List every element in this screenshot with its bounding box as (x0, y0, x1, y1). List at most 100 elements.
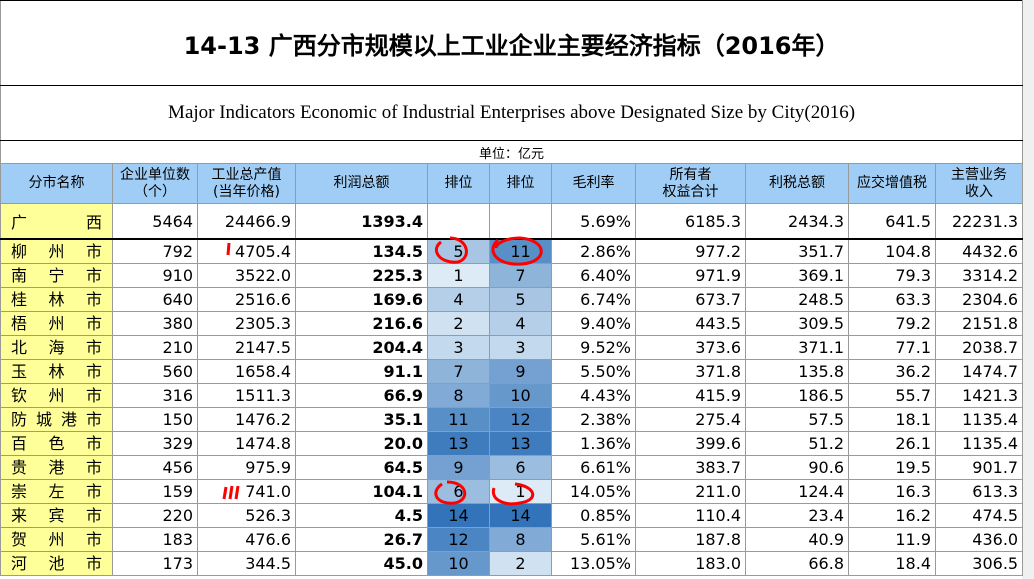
city-name: 梧州市 (0, 311, 113, 336)
value-cell: 1511.3 (197, 383, 296, 408)
value-cell: 16.3 (848, 479, 936, 504)
city-name: 河池市 (0, 551, 113, 576)
total-row: 广 西 5464 24466.9 1393.4 5.69% 6185.3 2434.3 641… (0, 203, 1024, 240)
rank-cell: 1 (489, 479, 552, 504)
total-cell: 1393.4 (295, 203, 428, 240)
header-text: 企业单位数 (120, 166, 190, 183)
value-cell: 344.5 (197, 551, 296, 576)
data-row: 崇左市 159 741.0 104.1 6 1 14.05% 211.0 124.4 16.3 61… (0, 479, 1024, 504)
header-cell: 利税总额 (745, 163, 849, 204)
header-text: 收入 (965, 183, 994, 200)
value-cell: 2151.8 (934, 311, 1024, 336)
rank-cell: 9 (489, 359, 552, 384)
data-row: 梧州市 380 2305.3 216.6 2 4 9.40% 443.5 309.5 79.2 21… (0, 311, 1024, 336)
value-cell: 20.0 (295, 431, 428, 456)
city-name: 贺州市 (0, 527, 113, 552)
value-cell: 77.1 (848, 335, 936, 360)
data-row: 玉林市 560 1658.4 91.1 7 9 5.50% 371.8 135.8 36.2 147… (0, 359, 1024, 384)
header-cell: 利润总额 (295, 163, 428, 204)
value-cell: 971.9 (635, 263, 746, 288)
value-cell: 210 (112, 335, 198, 360)
value-cell: 36.2 (848, 359, 936, 384)
value-cell: 673.7 (635, 287, 746, 312)
total-cell: 5464 (112, 203, 198, 240)
value-cell: 211.0 (635, 479, 746, 504)
value-cell: 159 (112, 479, 198, 504)
city-name: 防城港市 (0, 407, 113, 432)
rank-cell: 7 (489, 263, 552, 288)
value-cell: 18.4 (848, 551, 936, 576)
data-row: 贵港市 456 975.9 64.5 9 6 6.61% 383.7 90.6 19.5 901.7 (0, 455, 1024, 480)
city-name: 百色市 (0, 431, 113, 456)
rank-cell: 8 (489, 527, 552, 552)
city-name: 南宁市 (0, 263, 113, 288)
value-cell: 220 (112, 503, 198, 528)
total-cell: 5.69% (551, 203, 636, 240)
value-cell: 104.8 (848, 238, 936, 264)
header-cell: 排位 (489, 163, 552, 204)
value-cell: 2305.3 (197, 311, 296, 336)
data-row: 南宁市 910 3522.0 225.3 1 7 6.40% 971.9 369.1 79.3 33… (0, 263, 1024, 288)
value-cell: 373.6 (635, 335, 746, 360)
value-cell: 613.3 (934, 479, 1024, 504)
city-name: 崇左市 (0, 479, 113, 504)
value-cell: 66.8 (745, 551, 849, 576)
value-cell: 4.5 (295, 503, 428, 528)
data-row: 贺州市 183 476.6 26.7 12 8 5.61% 187.8 40.9 11.9 436.… (0, 527, 1024, 552)
value-cell: 66.9 (295, 383, 428, 408)
city-name: 贵港市 (0, 455, 113, 480)
header-cell: 分市名称 (0, 163, 113, 204)
value-cell: 792 (112, 238, 198, 264)
data-row: 桂林市 640 2516.6 169.6 4 5 6.74% 673.7 248.5 63.3 23… (0, 287, 1024, 312)
value-cell: 6.74% (551, 287, 636, 312)
total-cell: 2434.3 (745, 203, 849, 240)
rank-cell: 3 (427, 335, 490, 360)
city-name: 桂林市 (0, 287, 113, 312)
city-name: 北海市 (0, 335, 113, 360)
value-cell: 26.7 (295, 527, 428, 552)
value-cell: 975.9 (197, 455, 296, 480)
value-cell: 124.4 (745, 479, 849, 504)
value-cell: 351.7 (745, 238, 849, 264)
rank-cell: 4 (489, 311, 552, 336)
value-cell: 474.5 (934, 503, 1024, 528)
value-cell: 6.40% (551, 263, 636, 288)
value-cell: 910 (112, 263, 198, 288)
value-cell: 40.9 (745, 527, 849, 552)
value-cell: 18.1 (848, 407, 936, 432)
city-name: 来宾市 (0, 503, 113, 528)
header-cell: 所有者 权益合计 (635, 163, 746, 204)
value-cell: 64.5 (295, 455, 428, 480)
rank-cell: 11 (489, 238, 552, 264)
data-row: 防城港市 150 1476.2 35.1 11 12 2.38% 275.4 57.5 18.1 1… (0, 407, 1024, 432)
total-cell: 641.5 (848, 203, 936, 240)
value-cell: 2516.6 (197, 287, 296, 312)
value-cell: 150 (112, 407, 198, 432)
value-cell: 2304.6 (934, 287, 1024, 312)
value-cell: 3314.2 (934, 263, 1024, 288)
value-cell: 309.5 (745, 311, 849, 336)
value-cell: 225.3 (295, 263, 428, 288)
value-cell: 1135.4 (934, 431, 1024, 456)
city-name: 钦州市 (0, 383, 113, 408)
value-cell: 216.6 (295, 311, 428, 336)
header-row: 分市名称 企业单位数 （个） 工业总产值 (当年价格) 利润总额 排位 排位 毛利率 所有者 权益合… (0, 163, 1024, 204)
header-cell: 工业总产值 (当年价格) (197, 163, 296, 204)
value-cell: 16.2 (848, 503, 936, 528)
value-cell: 63.3 (848, 287, 936, 312)
value-cell: 1421.3 (934, 383, 1024, 408)
value-cell: 173 (112, 551, 198, 576)
rank-cell: 6 (489, 455, 552, 480)
rank-cell: 7 (427, 359, 490, 384)
value-cell: 248.5 (745, 287, 849, 312)
value-cell: 371.8 (635, 359, 746, 384)
header-cell: 应交增值税 (848, 163, 936, 204)
value-cell: 1474.7 (934, 359, 1024, 384)
value-cell: 110.4 (635, 503, 746, 528)
value-cell: 169.6 (295, 287, 428, 312)
total-cell: 22231.3 (934, 203, 1024, 240)
header-cell: 毛利率 (551, 163, 636, 204)
value-cell: 901.7 (934, 455, 1024, 480)
header-text: 分市名称 (28, 175, 85, 191)
